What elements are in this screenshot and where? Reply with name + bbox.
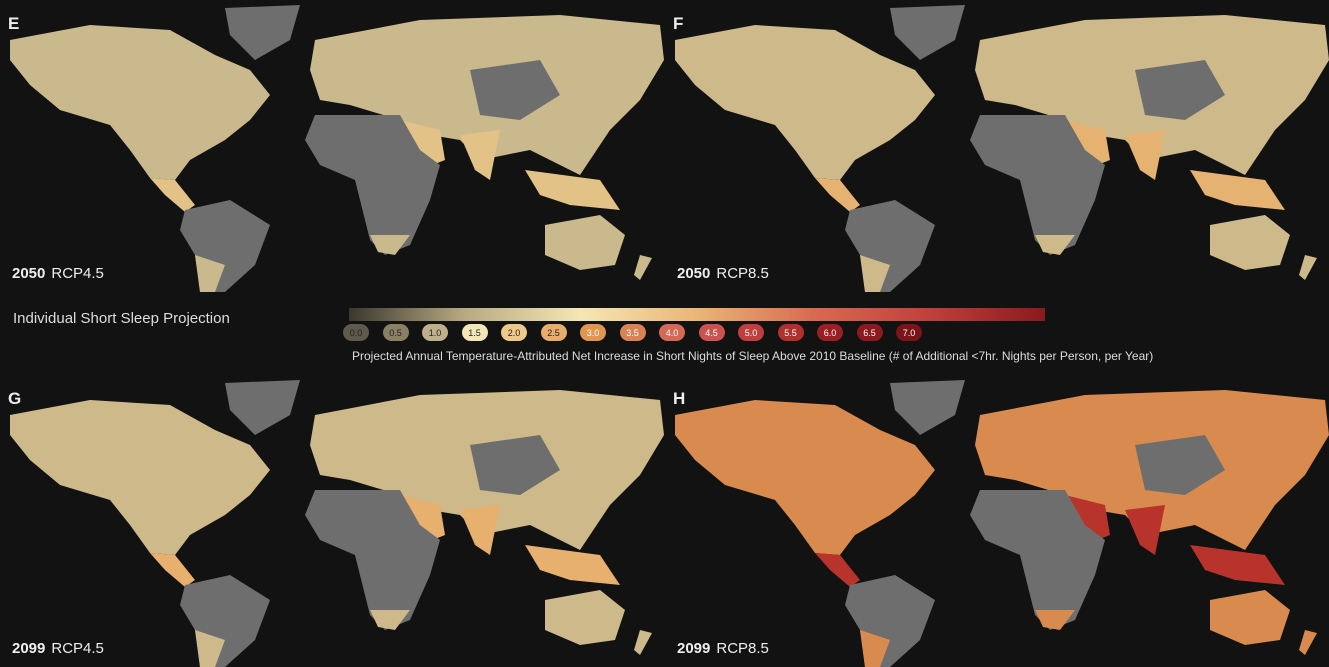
panel-letter: F [673,14,684,33]
india [1125,505,1165,555]
north-america [10,400,270,555]
legend-tick: 2.5 [540,324,567,341]
africa [970,115,1105,255]
india [1125,130,1165,180]
central-america [815,178,860,212]
india [460,505,500,555]
legend-tick: 1.5 [461,324,488,341]
world-map [675,380,1329,667]
world-map [10,5,664,292]
legend-tick: 5.5 [777,324,804,341]
india [460,130,500,180]
greenland [890,380,965,435]
new-zealand [634,630,652,655]
south-africa [1035,235,1075,255]
arabia [1065,120,1110,170]
map-panel-g: G 2099 RCP4.5 [0,375,664,667]
legend-tick: 6.0 [817,324,843,341]
legend-ticks: 0.0 0.5 1.0 1.5 2.0 2.5 3.0 3.5 4.0 4.5 5.0 5.5 6.0 6… [343,324,922,341]
legend-caption: Projected Annual Temperature-Attributed … [352,349,1154,363]
arabia [1065,495,1110,545]
panel-caption: 2050 RCP4.5 [12,265,104,282]
world-map [675,5,1329,292]
australia [545,215,625,270]
north-america [675,400,935,555]
legend-tick: 2.0 [501,324,527,341]
new-zealand [1299,630,1317,655]
legend-tick: 0.5 [382,324,409,341]
southeast-asia [525,170,620,210]
legend-tick: 4.5 [698,324,725,341]
south-america-south [195,630,225,667]
southeast-asia [1190,545,1285,585]
new-zealand [1299,255,1317,280]
north-america [675,25,935,180]
greenland [225,5,300,60]
greenland [890,5,965,60]
panel-letter: E [8,14,20,33]
legend-title: Individual Short Sleep Projection [13,310,230,327]
central-america [150,178,195,212]
legend-tick: 0.0 [343,324,369,341]
legend-tick: 3.0 [580,324,606,341]
australia [1210,590,1290,645]
central-asia [470,60,560,120]
north-america [10,25,270,180]
south-america-south [195,255,225,292]
panel-caption: 2050 RCP8.5 [677,265,769,282]
south-america [180,575,270,667]
arabia [400,120,445,170]
southeast-asia [1190,170,1285,210]
africa [970,490,1105,630]
central-america [815,553,860,587]
south-america [845,200,935,292]
map-panel-e: E 2050 RCP4.5 [0,0,664,292]
south-america-south [860,630,890,667]
africa [305,115,440,255]
south-america-south [860,255,890,292]
southeast-asia [525,545,620,585]
central-asia [1135,435,1225,495]
new-zealand [634,255,652,280]
panel-letter: H [673,389,686,408]
legend-tick: 6.5 [856,324,883,341]
world-map [10,380,664,667]
australia [1210,215,1290,270]
panel-letter: G [8,389,22,408]
south-africa [370,610,410,630]
central-america [150,553,195,587]
panel-caption: 2099 RCP8.5 [677,640,769,657]
map-panel-f: F 2050 RCP8.5 [665,0,1329,292]
color-gradient-bar [349,308,1045,321]
legend-tick: 1.0 [422,324,448,341]
central-asia [470,435,560,495]
legend-tick: 3.5 [619,324,646,341]
panel-caption: 2099 RCP4.5 [12,640,104,657]
south-america [845,575,935,667]
africa [305,490,440,630]
south-africa [1035,610,1075,630]
legend-tick: 5.0 [738,324,764,341]
central-asia [1135,60,1225,120]
arabia [400,495,445,545]
legend-tick: 7.0 [896,324,922,341]
australia [545,590,625,645]
south-africa [370,235,410,255]
greenland [225,380,300,435]
south-america [180,200,270,292]
map-panel-h: H 2099 RCP8.5 [665,375,1329,667]
legend-tick: 4.0 [659,324,685,341]
color-legend: Individual Short Sleep Projection 0.0 0.5… [0,292,1329,372]
